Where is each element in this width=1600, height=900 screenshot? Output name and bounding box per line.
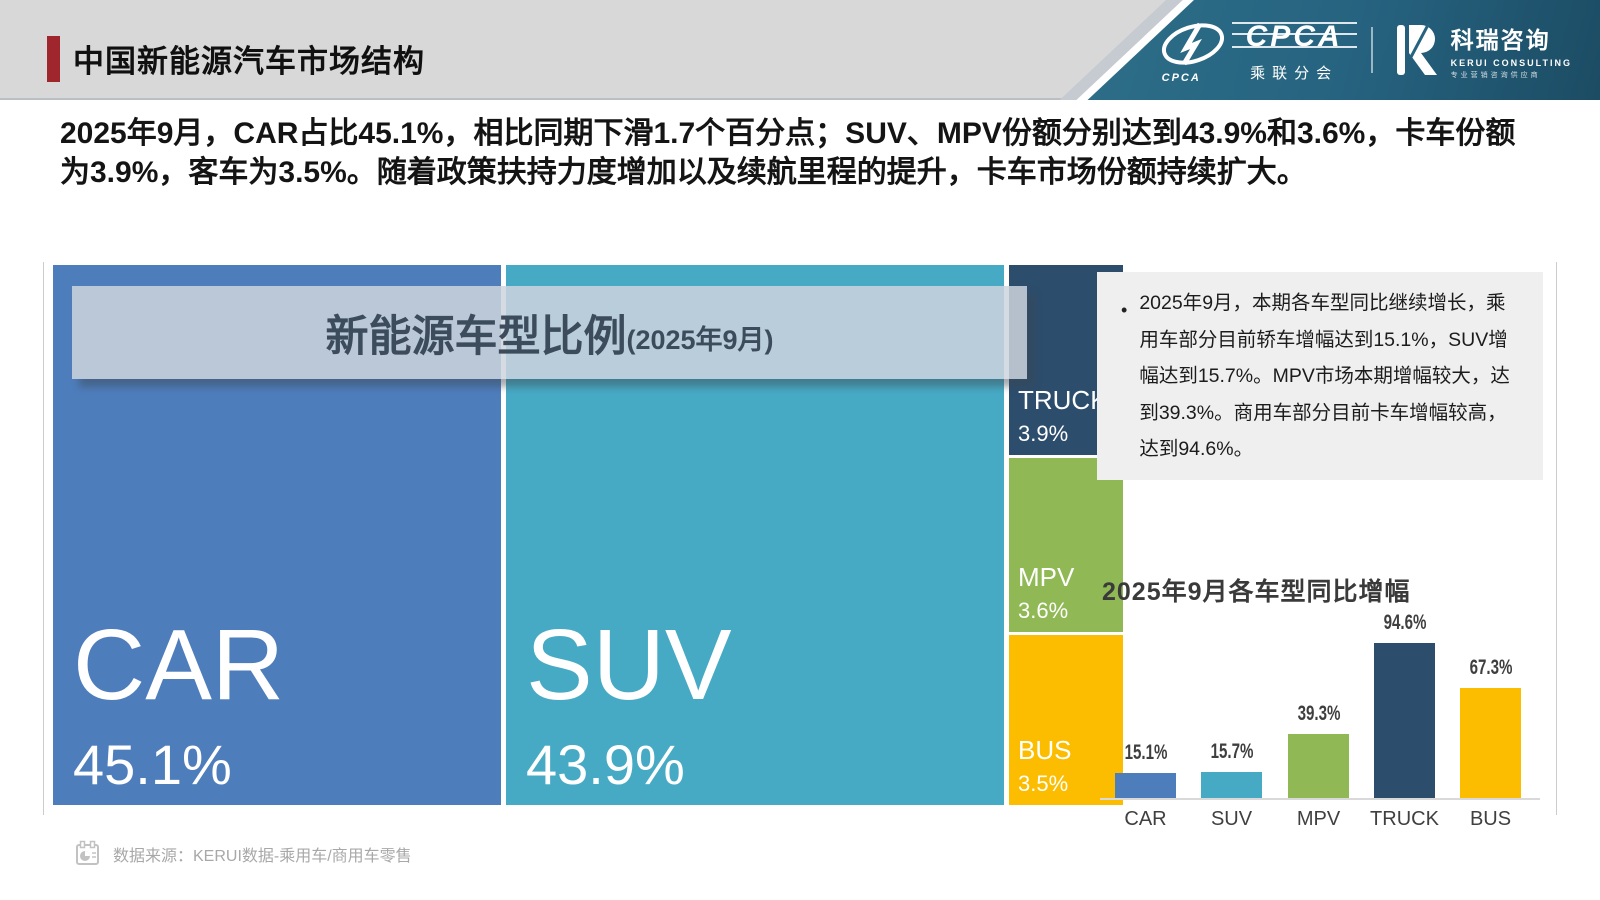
growth-category-suv: SUV <box>1210 808 1253 830</box>
growth-value-truck: 94.6% <box>1383 611 1426 634</box>
growth-category-bus: BUS <box>1469 808 1512 830</box>
kerui-mark-icon <box>1395 23 1441 77</box>
footer: 数据来源：KERUI数据-乘用车/商用车零售 <box>74 840 412 867</box>
treemap-block-bus: BUS 3.5% <box>1009 635 1123 805</box>
left-frame-line <box>43 262 44 815</box>
treemap-title-banner: 新能源车型比例 (2025年9月) <box>72 286 1027 379</box>
growth-bar-bus <box>1460 688 1521 798</box>
data-source-icon <box>76 840 99 865</box>
treemap-value-mpv: 3.6% <box>1018 598 1069 623</box>
summary-paragraph: 2025年9月，CAR占比45.1%，相比同期下滑1.7个百分点；SUV、MPV… <box>60 117 1516 189</box>
growth-category-car: CAR <box>1124 808 1167 830</box>
growth-bar-chart: 15.1% CAR 15.7% SUV 39.3% MPV 94.6% TRUCK 67.3% B… <box>1100 611 1540 830</box>
header-band: 中国新能源汽车市场结构 CPCA CPCA 乘联分会 <box>0 0 1600 100</box>
treemap-value-suv: 43.9% <box>526 733 685 796</box>
insight-text: 2025年9月，本期各车型同比继续增长，乘用车部分目前轿车增幅达到15.1%，S… <box>1139 292 1510 460</box>
treemap-value-bus: 3.5% <box>1018 771 1069 796</box>
logo-divider <box>1370 27 1373 73</box>
growth-value-suv: 15.7% <box>1210 740 1253 763</box>
kerui-logo: 科瑞咨询 KERUI CONSULTING 专业营销咨询供应商 <box>1395 21 1572 80</box>
treemap-label-truck: TRUCK <box>1018 385 1108 415</box>
treemap-label-car: CAR <box>73 609 285 721</box>
growth-value-mpv: 39.3% <box>1297 702 1340 725</box>
logo-row: CPCA CPCA 乘联分会 科瑞咨询 <box>1102 0 1572 100</box>
title-accent-bar <box>47 36 60 82</box>
treemap-value-car: 45.1% <box>73 733 232 796</box>
cpca-wordmark: CPCA 乘联分会 <box>1231 18 1357 83</box>
insight-box: • 2025年9月，本期各车型同比继续增长，乘用车部分目前轿车增幅达到15.1%… <box>1097 272 1543 480</box>
growth-category-truck: TRUCK <box>1370 808 1439 830</box>
kerui-text: 科瑞咨询 KERUI CONSULTING 专业营销咨询供应商 <box>1450 26 1572 79</box>
treemap-title-suffix: (2025年9月) <box>626 325 774 355</box>
growth-value-bus: 67.3% <box>1469 656 1512 679</box>
treemap-label-bus: BUS <box>1018 735 1072 765</box>
treemap-block-mpv: MPV 3.6% <box>1009 458 1123 632</box>
growth-value-car: 15.1% <box>1124 741 1167 764</box>
growth-category-mpv: MPV <box>1296 808 1341 830</box>
treemap-label-mpv: MPV <box>1018 562 1075 592</box>
right-frame-line <box>1556 262 1557 815</box>
growth-chart-title: 2025年9月各车型同比增幅 <box>1102 578 1411 606</box>
treemap-value-truck: 3.9% <box>1018 421 1069 446</box>
data-source-text: 数据来源：KERUI数据-乘用车/商用车零售 <box>113 847 412 865</box>
growth-bar-mpv <box>1288 734 1349 798</box>
cpca-mark-text: CPCA <box>1161 72 1201 84</box>
growth-bar-suv <box>1201 772 1262 798</box>
cpca-subtitle: 乘联分会 <box>1250 64 1339 82</box>
treemap-title: 新能源车型比例 <box>325 312 627 361</box>
cpca-speed-lines-icon <box>1231 21 1357 48</box>
bullet-icon: • <box>1121 300 1128 320</box>
page-title: 中国新能源汽车市场结构 <box>73 44 425 79</box>
cpca-emblem-icon: CPCA <box>1156 18 1230 84</box>
growth-bar-car <box>1115 773 1176 798</box>
growth-bar-truck <box>1374 643 1435 798</box>
cpca-logo: CPCA CPCA 乘联分会 <box>1156 18 1357 84</box>
treemap-label-suv: SUV <box>526 609 732 721</box>
